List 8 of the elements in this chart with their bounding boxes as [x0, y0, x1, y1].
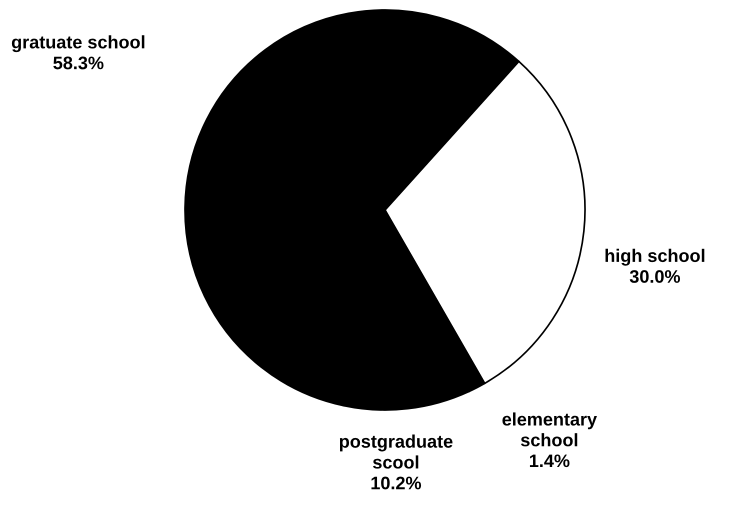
data-label: 58.3% [53, 56, 104, 70]
data-label: 10.2% [371, 476, 422, 490]
slice-label: postgraduate scool [340, 434, 453, 469]
slice-label: gratuate school [12, 35, 144, 52]
data-label: 30.0% [630, 270, 680, 283]
data-label: 1.4% [530, 454, 570, 468]
slice-label: high school [606, 248, 704, 266]
slice-label: elementary school [502, 412, 597, 446]
